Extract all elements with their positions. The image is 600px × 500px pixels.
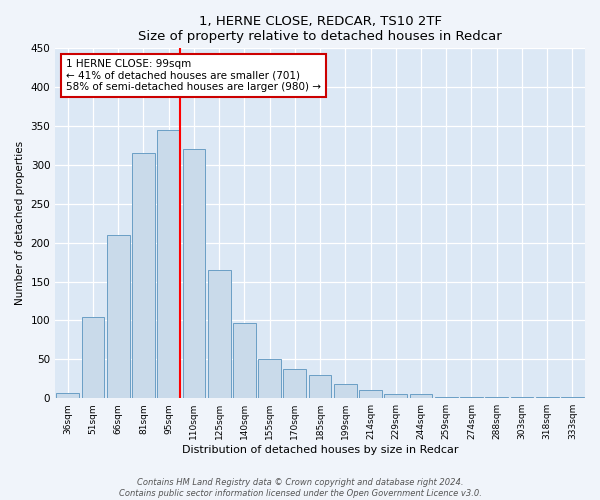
Title: 1, HERNE CLOSE, REDCAR, TS10 2TF
Size of property relative to detached houses in: 1, HERNE CLOSE, REDCAR, TS10 2TF Size of… — [138, 15, 502, 43]
Bar — [208, 270, 230, 398]
Bar — [359, 390, 382, 398]
Bar — [410, 394, 433, 398]
Bar — [460, 396, 483, 398]
Bar — [82, 316, 104, 398]
Bar — [132, 154, 155, 398]
Bar — [157, 130, 180, 398]
Bar — [107, 235, 130, 398]
Bar — [233, 323, 256, 398]
Text: 1 HERNE CLOSE: 99sqm
← 41% of detached houses are smaller (701)
58% of semi-deta: 1 HERNE CLOSE: 99sqm ← 41% of detached h… — [66, 59, 321, 92]
Bar — [182, 150, 205, 398]
Bar — [283, 370, 306, 398]
Bar — [56, 393, 79, 398]
Bar — [385, 394, 407, 398]
Bar — [435, 396, 458, 398]
Text: Contains HM Land Registry data © Crown copyright and database right 2024.
Contai: Contains HM Land Registry data © Crown c… — [119, 478, 481, 498]
X-axis label: Distribution of detached houses by size in Redcar: Distribution of detached houses by size … — [182, 445, 458, 455]
Bar — [334, 384, 356, 398]
Bar — [309, 375, 331, 398]
Y-axis label: Number of detached properties: Number of detached properties — [15, 141, 25, 306]
Bar — [258, 360, 281, 398]
